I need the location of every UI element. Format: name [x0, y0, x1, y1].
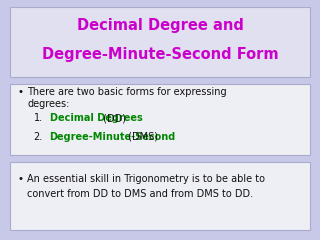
Text: (DD): (DD): [50, 113, 125, 123]
Text: Degree-Minute-Second: Degree-Minute-Second: [50, 132, 176, 142]
Text: •: •: [18, 87, 24, 97]
Text: 2.: 2.: [34, 132, 43, 142]
FancyBboxPatch shape: [10, 162, 310, 230]
Text: Decimal Degrees: Decimal Degrees: [50, 113, 142, 123]
Text: degrees:: degrees:: [27, 99, 69, 109]
Text: There are two basic forms for expressing: There are two basic forms for expressing: [27, 87, 227, 97]
Text: 1.: 1.: [34, 113, 43, 123]
Text: convert from DD to DMS and from DMS to DD.: convert from DD to DMS and from DMS to D…: [27, 189, 253, 199]
FancyBboxPatch shape: [10, 84, 310, 155]
Text: Decimal Degree and: Decimal Degree and: [76, 18, 244, 33]
Text: •: •: [18, 174, 24, 184]
Text: An essential skill in Trigonometry is to be able to: An essential skill in Trigonometry is to…: [27, 174, 265, 184]
FancyBboxPatch shape: [10, 7, 310, 77]
Text: (DMS): (DMS): [50, 132, 157, 142]
Text: Degree-Minute-Second Form: Degree-Minute-Second Form: [42, 47, 278, 61]
